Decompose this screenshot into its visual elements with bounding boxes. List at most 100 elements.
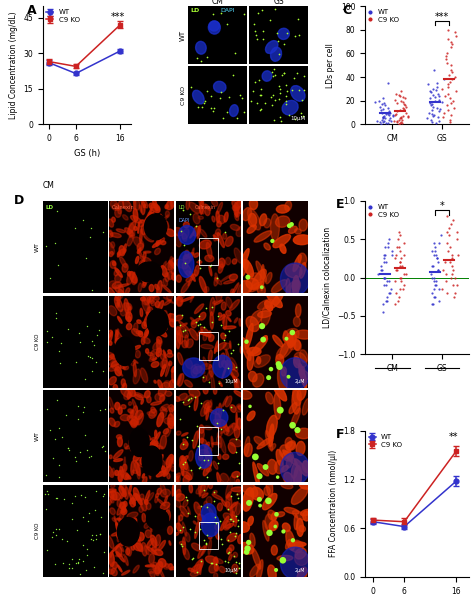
Point (400, 104, 407, 114)
Point (379, 112, 387, 122)
Y-axis label: WT: WT (180, 29, 185, 41)
Ellipse shape (165, 563, 168, 568)
Ellipse shape (134, 195, 136, 209)
Point (226, 514, 234, 523)
Ellipse shape (213, 558, 223, 564)
Ellipse shape (234, 201, 241, 211)
Ellipse shape (213, 573, 218, 579)
Text: 10µM: 10µM (290, 117, 305, 121)
Ellipse shape (150, 264, 157, 276)
Y-axis label: FFA Concentration (nmol/μl): FFA Concentration (nmol/μl) (329, 450, 338, 558)
Point (272, 565, 280, 575)
Ellipse shape (153, 242, 159, 248)
Point (449, 281, 457, 290)
Ellipse shape (216, 211, 219, 223)
Point (209, 106, 217, 115)
Point (206, 261, 214, 270)
Ellipse shape (248, 371, 257, 382)
Point (445, 223, 452, 233)
Ellipse shape (250, 564, 260, 577)
Point (383, 292, 391, 302)
Point (207, 260, 215, 270)
Ellipse shape (161, 241, 166, 245)
Point (43, 486, 50, 496)
Ellipse shape (207, 468, 211, 472)
Point (42, 489, 49, 498)
Ellipse shape (117, 531, 120, 540)
Point (253, 34, 260, 44)
Ellipse shape (232, 423, 237, 430)
Ellipse shape (137, 320, 141, 323)
Point (399, 284, 407, 294)
Point (219, 113, 227, 123)
Point (243, 337, 250, 347)
Ellipse shape (131, 359, 136, 366)
Point (445, 70, 452, 79)
Ellipse shape (120, 309, 126, 316)
Point (96, 529, 104, 539)
Ellipse shape (139, 260, 145, 267)
Ellipse shape (116, 229, 125, 233)
Point (431, 93, 439, 102)
Ellipse shape (229, 545, 234, 551)
Ellipse shape (115, 331, 118, 340)
Point (234, 340, 242, 349)
Ellipse shape (234, 208, 238, 215)
Ellipse shape (293, 340, 301, 350)
Point (447, 94, 454, 103)
Ellipse shape (193, 226, 200, 236)
Ellipse shape (183, 499, 188, 507)
Ellipse shape (109, 561, 117, 575)
Ellipse shape (158, 558, 166, 567)
Point (453, 281, 461, 290)
Text: Calnexin: Calnexin (194, 205, 216, 210)
Point (396, 231, 404, 240)
Ellipse shape (108, 281, 116, 288)
Point (256, 501, 264, 510)
Ellipse shape (227, 317, 231, 322)
Point (85, 508, 92, 517)
Ellipse shape (168, 414, 174, 429)
Point (261, 98, 269, 108)
Point (381, 100, 388, 110)
Ellipse shape (135, 430, 141, 433)
Ellipse shape (229, 439, 242, 447)
Point (381, 114, 389, 123)
Point (273, 28, 281, 38)
Ellipse shape (160, 404, 169, 411)
Ellipse shape (232, 259, 237, 264)
Ellipse shape (111, 361, 121, 370)
Ellipse shape (286, 281, 300, 293)
Point (207, 558, 215, 567)
Ellipse shape (111, 569, 117, 576)
Point (55, 423, 63, 433)
Ellipse shape (166, 353, 173, 357)
Ellipse shape (201, 459, 208, 469)
Ellipse shape (115, 297, 123, 311)
Ellipse shape (283, 450, 297, 465)
Ellipse shape (141, 543, 147, 556)
Point (446, 117, 453, 127)
Ellipse shape (139, 506, 143, 513)
Point (280, 39, 288, 49)
Point (203, 52, 211, 62)
Point (179, 522, 187, 531)
Ellipse shape (274, 393, 281, 419)
Ellipse shape (178, 251, 194, 278)
Ellipse shape (221, 333, 226, 339)
Point (444, 246, 452, 255)
Ellipse shape (150, 564, 156, 569)
Ellipse shape (206, 496, 212, 505)
Ellipse shape (221, 302, 226, 310)
Point (439, 112, 447, 122)
Ellipse shape (207, 371, 212, 380)
Ellipse shape (215, 419, 227, 429)
Ellipse shape (292, 276, 299, 296)
Ellipse shape (151, 466, 161, 473)
Ellipse shape (164, 352, 166, 357)
Ellipse shape (135, 410, 143, 419)
Ellipse shape (200, 481, 209, 496)
Ellipse shape (213, 461, 218, 469)
Ellipse shape (128, 401, 132, 406)
Ellipse shape (172, 273, 176, 280)
